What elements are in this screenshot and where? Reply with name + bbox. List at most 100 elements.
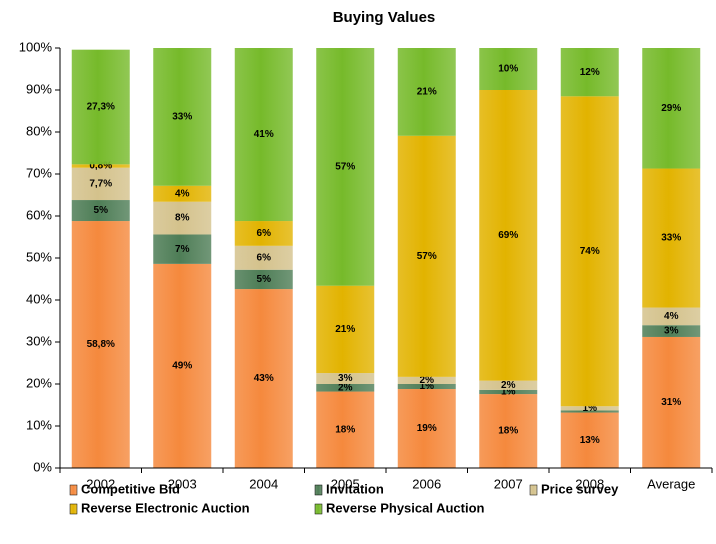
data-label: 41% <box>254 129 274 140</box>
bar-segment <box>479 380 538 390</box>
bar-segment <box>642 325 701 337</box>
data-label: 69% <box>498 230 518 241</box>
bar-segment <box>71 164 130 168</box>
bar-segment <box>153 185 212 202</box>
bar-segment <box>397 48 456 136</box>
bar-segment <box>642 307 701 326</box>
y-tick-label: 30% <box>26 333 52 348</box>
legend-swatch <box>69 484 78 496</box>
data-label: 4% <box>175 188 190 199</box>
data-label: 31% <box>661 397 681 408</box>
data-label: 18% <box>498 426 518 437</box>
bar-segment <box>397 376 456 384</box>
bar-segment <box>71 167 130 201</box>
data-label: 57% <box>335 162 355 173</box>
data-label: 74% <box>580 246 600 257</box>
bar-segment <box>153 48 212 186</box>
data-label: 6% <box>257 252 272 263</box>
data-label: 12% <box>580 67 600 78</box>
legend-label: Price survey <box>541 481 619 496</box>
data-label: 33% <box>661 233 681 244</box>
bar-segment <box>71 200 130 222</box>
data-label: 1% <box>420 381 435 392</box>
legend-swatch <box>529 484 538 496</box>
legend-swatch <box>314 484 323 496</box>
bar-segment <box>234 221 293 246</box>
data-label: 43% <box>254 373 274 384</box>
data-label: 6% <box>257 228 272 239</box>
bar-segment <box>153 201 212 235</box>
bar-segment <box>560 96 619 407</box>
data-label: 2% <box>501 380 516 391</box>
data-label: 13% <box>580 435 600 446</box>
bar-segment <box>234 289 293 468</box>
y-tick-label: 50% <box>26 249 52 264</box>
bar-segment <box>397 135 456 377</box>
x-tick-label: 2002 <box>86 476 115 491</box>
bar-segment <box>316 373 375 384</box>
bar-segment <box>234 269 293 290</box>
data-label: 19% <box>417 423 437 434</box>
bar-segment <box>642 336 701 468</box>
legend-swatch <box>314 503 323 515</box>
y-tick-label: 0% <box>33 459 52 474</box>
x-tick-label: 2008 <box>575 476 604 491</box>
bar-segment <box>234 48 293 222</box>
legend-label: Reverse Electronic Auction <box>81 500 250 515</box>
data-label: 4% <box>664 311 679 322</box>
bar-segment <box>153 234 212 264</box>
bar-segment <box>642 168 701 308</box>
data-label: 10% <box>498 64 518 75</box>
bar-segment <box>153 263 212 468</box>
bar-segment <box>71 49 130 165</box>
data-label: 18% <box>335 424 355 435</box>
data-label: 0,8% <box>89 161 112 172</box>
data-label: 7,7% <box>89 179 112 190</box>
data-label: 5% <box>94 205 109 216</box>
bar-segment <box>397 384 456 390</box>
data-label: 57% <box>417 251 437 262</box>
chart-title: Buying Values <box>333 9 436 26</box>
data-label: 27,3% <box>87 102 115 113</box>
data-label: 1% <box>501 387 516 398</box>
y-tick-label: 60% <box>26 207 52 222</box>
bar-segment <box>479 394 538 468</box>
bar-segment <box>479 90 538 381</box>
bar-segment <box>397 389 456 468</box>
data-label: 3% <box>338 373 353 384</box>
bar-segment <box>316 384 375 392</box>
bar-segment <box>560 410 619 413</box>
bar-segment <box>316 48 375 286</box>
x-tick-label: 2005 <box>331 476 360 491</box>
y-tick-label: 100% <box>19 39 53 54</box>
data-label: 3% <box>664 326 679 337</box>
legend-label: Reverse Physical Auction <box>326 500 485 515</box>
bar-segment <box>316 391 375 468</box>
data-label: 7% <box>175 244 190 255</box>
data-label: 2% <box>338 382 353 393</box>
data-label: 2% <box>420 375 435 386</box>
bar-segment <box>642 48 701 169</box>
data-label: 21% <box>417 87 437 98</box>
y-tick-label: 80% <box>26 123 52 138</box>
y-tick-label: 20% <box>26 375 52 390</box>
legend-label: Invitation <box>326 481 384 496</box>
legend-label: Competitive Bid <box>81 481 180 496</box>
x-tick-label: 2004 <box>249 476 278 491</box>
x-tick-label: Average <box>647 476 695 491</box>
x-tick-label: 2003 <box>168 476 197 491</box>
bar-segment <box>560 406 619 411</box>
y-tick-label: 90% <box>26 81 52 96</box>
bar-segment <box>71 221 130 468</box>
data-label: 29% <box>661 103 681 114</box>
bar-segment <box>560 48 619 97</box>
data-label: 8% <box>175 213 190 224</box>
y-tick-label: 40% <box>26 291 52 306</box>
legend-swatch <box>69 503 78 515</box>
data-label: 1% <box>583 403 598 414</box>
data-label: 58,8% <box>87 339 115 350</box>
bar-segment <box>560 412 619 468</box>
data-label: 21% <box>335 324 355 335</box>
bar-segment <box>479 389 538 395</box>
